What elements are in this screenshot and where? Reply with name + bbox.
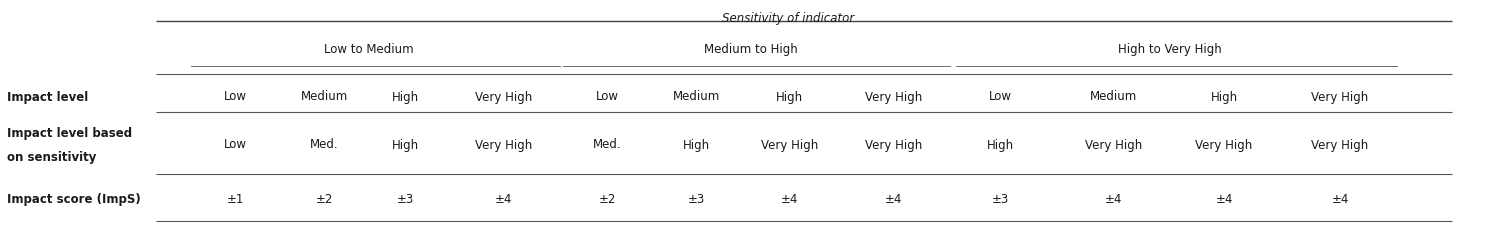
Text: High: High xyxy=(392,138,418,151)
Text: ±4: ±4 xyxy=(884,193,902,206)
Text: Low: Low xyxy=(989,90,1013,103)
Text: Med.: Med. xyxy=(310,138,339,151)
Text: Very High: Very High xyxy=(475,138,532,151)
Text: ±4: ±4 xyxy=(1105,193,1123,206)
Text: Very High: Very High xyxy=(1085,138,1142,151)
Text: Very High: Very High xyxy=(475,90,532,103)
Text: Low: Low xyxy=(596,90,619,103)
Text: Low to Medium: Low to Medium xyxy=(325,43,414,56)
Text: High to Very High: High to Very High xyxy=(1118,43,1222,56)
Text: Med.: Med. xyxy=(593,138,622,151)
Text: ±3: ±3 xyxy=(992,193,1010,206)
Text: ±2: ±2 xyxy=(316,193,334,206)
Text: High: High xyxy=(987,138,1014,151)
Text: Impact score (ImpS): Impact score (ImpS) xyxy=(7,193,141,206)
Text: Low: Low xyxy=(223,90,247,103)
Text: Low: Low xyxy=(223,138,247,151)
Text: Impact level based: Impact level based xyxy=(7,126,133,139)
Text: ±4: ±4 xyxy=(494,193,512,206)
Text: ±4: ±4 xyxy=(1331,193,1349,206)
Text: ±4: ±4 xyxy=(1215,193,1233,206)
Text: High: High xyxy=(1211,90,1237,103)
Text: ±3: ±3 xyxy=(396,193,414,206)
Text: Very High: Very High xyxy=(761,138,817,151)
Text: Very High: Very High xyxy=(1196,138,1252,151)
Text: ±3: ±3 xyxy=(688,193,706,206)
Text: Medium: Medium xyxy=(301,90,348,103)
Text: Medium to High: Medium to High xyxy=(704,43,797,56)
Text: Very High: Very High xyxy=(1312,138,1368,151)
Text: ±1: ±1 xyxy=(226,193,244,206)
Text: Impact level: Impact level xyxy=(7,90,89,103)
Text: Very High: Very High xyxy=(865,90,922,103)
Text: on sensitivity: on sensitivity xyxy=(7,150,97,163)
Text: High: High xyxy=(776,90,803,103)
Text: Very High: Very High xyxy=(1312,90,1368,103)
Text: ±4: ±4 xyxy=(780,193,798,206)
Text: High: High xyxy=(683,138,710,151)
Text: Medium: Medium xyxy=(1090,90,1138,103)
Text: Very High: Very High xyxy=(865,138,922,151)
Text: Medium: Medium xyxy=(673,90,721,103)
Text: Sensitivity of indicator: Sensitivity of indicator xyxy=(722,12,853,25)
Text: High: High xyxy=(392,90,418,103)
Text: ±2: ±2 xyxy=(599,193,616,206)
